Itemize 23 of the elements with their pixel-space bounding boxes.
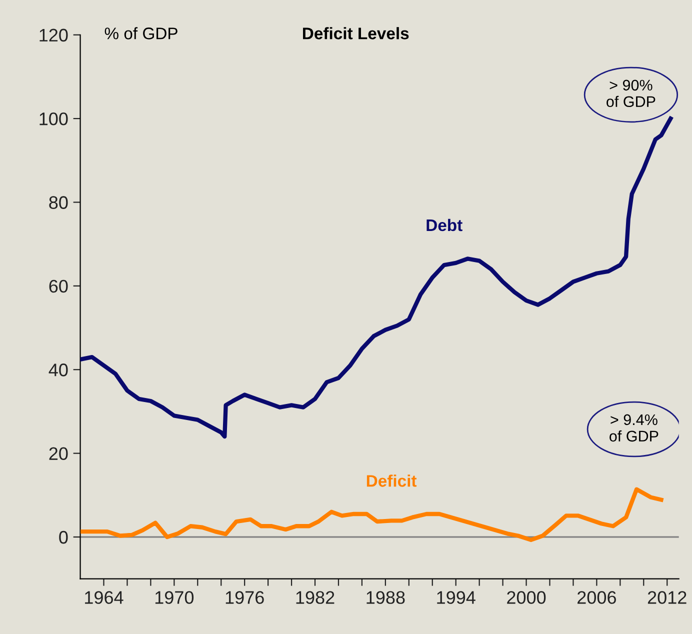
- y-tick-label: 100: [40, 112, 68, 126]
- x-tick-label: 1982: [296, 591, 334, 604]
- y-axis-title: % of GDP: [104, 27, 178, 40]
- y-tick-label: 40: [48, 364, 68, 376]
- y-tick-label: 20: [49, 447, 68, 460]
- y-tick-label: 80: [49, 196, 68, 209]
- x-tick-label: 1970: [155, 591, 194, 604]
- line-series: [80, 487, 664, 542]
- x-tick-label: 1988: [366, 591, 405, 604]
- chart-title: Deficit Levels: [303, 27, 409, 40]
- y-tick-label: 60: [49, 280, 68, 293]
- x-tick-label: 1994: [437, 591, 476, 604]
- x-tick-label: 2012: [648, 591, 686, 604]
- series-label: Deficit: [366, 474, 417, 487]
- annotation: > 90% of GDP: [606, 80, 656, 108]
- series-label: Debt: [426, 218, 462, 232]
- x-tick-label: 1976: [226, 591, 264, 604]
- y-tick-label: 0: [59, 530, 68, 544]
- x-tick-label: 2006: [578, 591, 616, 604]
- y-tick-label: 120: [40, 28, 68, 42]
- annotation: > 9.4% of GDP: [610, 414, 658, 442]
- x-tick-label: 1964: [85, 591, 124, 604]
- x-tick-label: 2000: [507, 591, 546, 604]
